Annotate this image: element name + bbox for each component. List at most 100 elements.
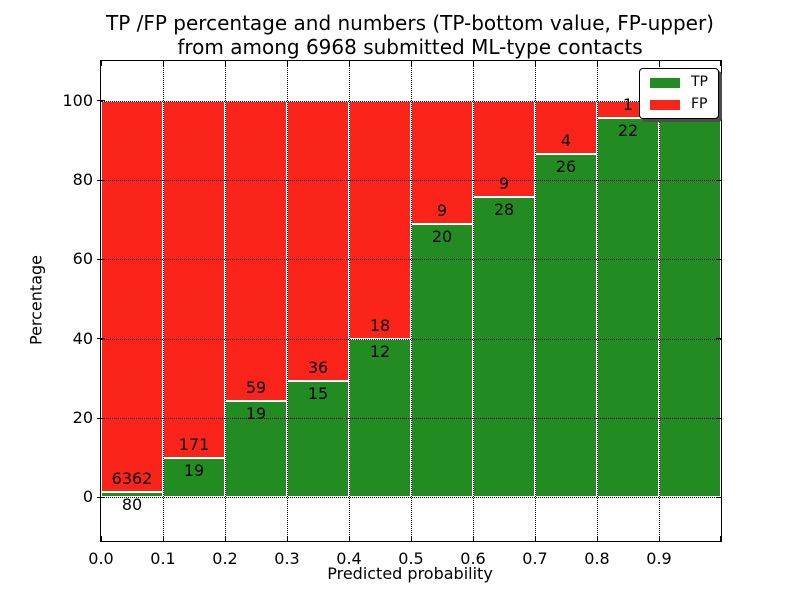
- grid-line-vertical: [659, 61, 660, 541]
- tp-count-label: 15: [307, 383, 329, 403]
- bar-segment-fp: [163, 100, 225, 458]
- legend-label-fp: FP: [691, 96, 708, 112]
- y-tick-label: 80: [72, 170, 93, 189]
- grid-line-vertical: [473, 61, 474, 541]
- fp-count-label: 59: [245, 377, 267, 397]
- chart-title: TP /FP percentage and numbers (TP-bottom…: [100, 11, 720, 59]
- fp-count-label: 9: [498, 174, 510, 194]
- grid-line-horizontal: [101, 180, 721, 181]
- tp-count-label: 12: [369, 341, 391, 361]
- bar-segment-fp: [287, 100, 349, 381]
- tp-count-label: 19: [183, 460, 205, 480]
- x-tick-mark: [410, 536, 412, 541]
- bar-segment-fp: [473, 100, 535, 198]
- legend-item-fp: FP: [650, 97, 708, 112]
- y-tick-mark: [97, 496, 105, 498]
- bar-segment-tp: [535, 153, 597, 498]
- grid-line-vertical: [349, 61, 350, 541]
- y-tick-label: 20: [72, 408, 93, 428]
- x-tick-label: 0.0: [88, 549, 114, 568]
- x-tick-mark: [101, 536, 102, 541]
- y-tick-mark: [97, 258, 105, 260]
- bar-segment-tp: [659, 100, 721, 498]
- x-tick-mark: [596, 536, 598, 541]
- tp-count-label: 28: [493, 200, 515, 220]
- x-tick-label: 0.9: [646, 549, 672, 568]
- x-tick-mark: [286, 536, 288, 541]
- bar-segment-fp: [225, 100, 287, 401]
- x-tick-label: 0.2: [212, 549, 238, 568]
- fp-count-label: 4: [560, 130, 572, 150]
- grid-line-horizontal: [101, 497, 721, 499]
- bar-segment-tp: [349, 338, 411, 498]
- x-tick-mark: [101, 61, 102, 66]
- y-tick-mark: [716, 258, 721, 260]
- grid-line-vertical: [597, 61, 598, 541]
- x-tick-mark: [348, 536, 350, 541]
- y-tick-mark: [716, 496, 721, 498]
- fp-count-label: 1: [622, 94, 634, 114]
- legend-swatch-fp-icon: [650, 99, 680, 110]
- y-tick-mark: [97, 100, 105, 102]
- x-tick-mark: [596, 61, 598, 66]
- grid-line-horizontal: [101, 259, 721, 261]
- fp-count-label: 18: [369, 315, 391, 335]
- x-tick-label: 0.1: [150, 549, 176, 568]
- x-tick-mark: [658, 536, 660, 541]
- x-tick-label: 0.4: [336, 549, 362, 568]
- legend-label-tp: TP: [691, 74, 708, 90]
- legend-item-tp: TP: [650, 75, 708, 90]
- x-tick-label: 0.5: [398, 549, 424, 568]
- x-tick-mark: [534, 536, 536, 541]
- fp-count-label: 6362: [111, 469, 153, 489]
- chart-title-line2: from among 6968 submitted ML-type contac…: [177, 35, 643, 59]
- fp-count-label: 171: [178, 434, 210, 454]
- x-tick-mark: [224, 536, 226, 541]
- chart-title-line1: TP /FP percentage and numbers (TP-bottom…: [106, 11, 714, 35]
- x-tick-mark: [472, 536, 474, 541]
- tp-count-label: 22: [617, 120, 639, 140]
- tp-count-label: 19: [245, 403, 267, 423]
- grid-line-vertical: [535, 61, 536, 541]
- tp-count-label: 26: [555, 156, 577, 176]
- x-tick-label: 0.8: [584, 549, 610, 568]
- tp-count-label: 80: [121, 495, 143, 515]
- grid-line-vertical: [163, 61, 164, 541]
- x-tick-mark: [162, 536, 164, 541]
- x-tick-mark: [410, 61, 412, 66]
- grid-line-horizontal: [101, 418, 721, 420]
- y-tick-mark: [97, 179, 105, 181]
- bar-segment-fp: [101, 100, 163, 493]
- bar-segment-tp: [101, 492, 163, 498]
- y-tick-mark: [97, 417, 105, 419]
- grid-line-horizontal: [101, 100, 721, 102]
- y-tick-label: 100: [62, 90, 93, 110]
- legend: TP FP: [639, 68, 719, 119]
- bar-segment-tp: [597, 117, 659, 498]
- y-tick-label: 0: [82, 487, 93, 507]
- grid-line-vertical: [287, 61, 288, 541]
- x-tick-mark: [534, 61, 536, 66]
- bar-segment-fp: [535, 100, 597, 154]
- tp-count-label: 20: [431, 226, 453, 246]
- x-tick-label: 0.3: [274, 549, 300, 568]
- fp-count-label: 9: [436, 200, 448, 220]
- bar-segment-fp: [411, 100, 473, 224]
- x-tick-label: 0.7: [522, 549, 548, 568]
- x-tick-label: 0.6: [460, 549, 486, 568]
- bar-segment-tp: [287, 380, 349, 498]
- x-tick-mark: [224, 61, 226, 66]
- bar-segment-fp: [349, 100, 411, 339]
- x-tick-mark: [162, 61, 164, 66]
- y-tick-label: 40: [72, 328, 93, 348]
- x-tick-mark: [286, 61, 288, 66]
- legend-swatch-tp-icon: [650, 77, 680, 88]
- bar-segment-tp: [225, 400, 287, 498]
- grid-line-vertical: [225, 61, 226, 541]
- x-tick-mark: [472, 61, 474, 66]
- y-tick-mark: [97, 338, 105, 340]
- x-axis-label: Predicted probability: [327, 564, 493, 583]
- x-tick-mark: [720, 536, 721, 541]
- plot-area: 0.0 0.1 0.2 0.3 0.4 0.5 0.6 0.7 0.8 0.9 0 20 40 60 80 1…: [62, 60, 722, 568]
